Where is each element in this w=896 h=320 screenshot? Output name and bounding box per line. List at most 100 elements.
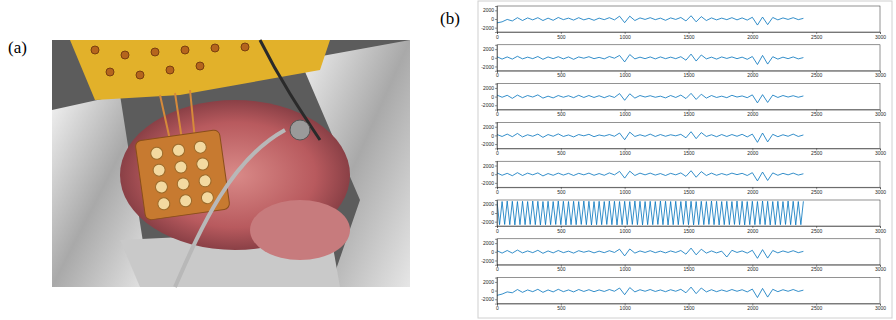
y-tick: -2000: [481, 296, 497, 302]
axes-frame: [497, 278, 880, 304]
y-tick-label: -2000: [481, 102, 494, 108]
x-tick: 500: [557, 187, 566, 195]
y-tick-label: 2000: [483, 279, 494, 285]
axes-frame: [497, 161, 880, 187]
x-tick-label: 3000: [875, 111, 886, 117]
y-tick-mark: [495, 28, 497, 29]
plot-marks: [497, 16, 803, 25]
x-tick: 0: [496, 148, 499, 156]
y-tick-mark: [495, 10, 497, 11]
x-tick: 1000: [620, 110, 631, 118]
x-tick: 1000: [620, 148, 631, 156]
y-tick: -2000: [481, 102, 497, 108]
y-axis-line: [495, 201, 498, 227]
wire: [260, 40, 320, 140]
y-axis: -200002000: [481, 84, 497, 110]
axes-frame: [497, 45, 880, 71]
x-tick-label: 1500: [683, 111, 694, 117]
subplot: 050010001500200025003000-200002000: [481, 239, 886, 273]
y-tick-mark: [495, 174, 497, 175]
y-tick: 0: [491, 133, 497, 139]
electrode-site: [172, 143, 186, 157]
axes-frame: [497, 6, 880, 32]
x-tick: 0: [496, 304, 499, 312]
y-tick: 0: [491, 249, 497, 255]
x-tick-label: 1000: [620, 189, 631, 195]
y-tick-mark: [495, 97, 497, 98]
subplot: 050010001500200025003000-200002000: [481, 200, 886, 234]
y-tick-label: 2000: [483, 85, 494, 91]
cable-pad: [241, 43, 249, 51]
x-tick-label: 2000: [747, 266, 758, 272]
x-tick-label: 0: [496, 305, 499, 311]
x-tick-label: 2500: [811, 72, 822, 78]
x-tick: 2000: [747, 265, 758, 273]
x-tick-label: 2500: [811, 34, 822, 40]
y-tick-label: 0: [491, 133, 494, 139]
cable-pad: [181, 46, 189, 54]
y-tick: -2000: [481, 258, 497, 264]
x-tick: 2000: [747, 71, 758, 79]
x-tick: 3000: [875, 32, 886, 40]
x-tick-label: 1500: [683, 228, 694, 234]
y-tick-label: 0: [491, 171, 494, 177]
x-tick: 0: [496, 71, 499, 79]
x-tick: 0: [496, 110, 499, 118]
y-tick-mark: [495, 88, 497, 89]
y-axis-line: [495, 278, 498, 304]
plot-marks: [497, 93, 803, 103]
x-tick-label: 2500: [811, 189, 822, 195]
x-tick: 3000: [875, 110, 886, 118]
x-tick: 2000: [747, 304, 758, 312]
subplot: 050010001500200025003000-200002000: [481, 161, 886, 195]
flex-cable: [70, 40, 330, 100]
x-tick-label: 500: [557, 150, 566, 156]
subplot: 050010001500200025003000-200002000: [481, 84, 886, 118]
y-tick-label: 0: [491, 249, 494, 255]
x-axis: 050010001500200025003000: [496, 226, 886, 234]
x-tick: 2500: [811, 226, 822, 234]
x-tick: 2500: [811, 265, 822, 273]
x-tick: 1000: [620, 32, 631, 40]
photo-background: [52, 40, 410, 287]
x-tick: 2500: [811, 71, 822, 79]
x-tick: 0: [496, 226, 499, 234]
plot-area: [497, 122, 880, 148]
panel-label: (b): [440, 9, 460, 28]
x-tick-label: 1000: [620, 111, 631, 117]
x-tick: 500: [557, 265, 566, 273]
plot-area: [497, 239, 880, 265]
x-tick-label: 1500: [683, 72, 694, 78]
y-axis: -200002000: [481, 123, 497, 149]
plot-area: [497, 200, 880, 226]
axes-frame: [497, 122, 880, 148]
subplot: 050010001500200025003000-200002000: [481, 278, 886, 312]
y-tick-mark: [495, 144, 497, 145]
y-tick-mark: [495, 183, 497, 184]
y-tick-label: -2000: [481, 64, 494, 70]
plot-area: [497, 278, 880, 304]
x-tick: 2000: [747, 110, 758, 118]
cable-pad: [91, 46, 99, 54]
x-tick-label: 3000: [875, 150, 886, 156]
y-axis-line: [495, 45, 498, 71]
panel-label: (a): [8, 38, 27, 57]
x-tick-label: 3000: [875, 228, 886, 234]
x-tick-label: 2000: [747, 228, 758, 234]
y-tick: -2000: [481, 141, 497, 147]
electrode-site: [198, 174, 212, 188]
x-tick-label: 1500: [683, 266, 694, 272]
x-tick: 500: [557, 71, 566, 79]
x-tick-label: 1000: [620, 34, 631, 40]
y-tick-label: 2000: [483, 163, 494, 169]
plot-area: [497, 84, 880, 110]
x-tick-label: 2500: [811, 228, 822, 234]
y-axis-line: [495, 162, 498, 188]
x-tick-label: 1000: [620, 305, 631, 311]
x-tick: 2000: [747, 226, 758, 234]
x-tick: 1500: [683, 32, 694, 40]
x-axis: 050010001500200025003000: [496, 304, 886, 312]
y-tick-mark: [495, 166, 497, 167]
x-tick: 500: [557, 110, 566, 118]
y-tick-mark: [495, 66, 497, 67]
